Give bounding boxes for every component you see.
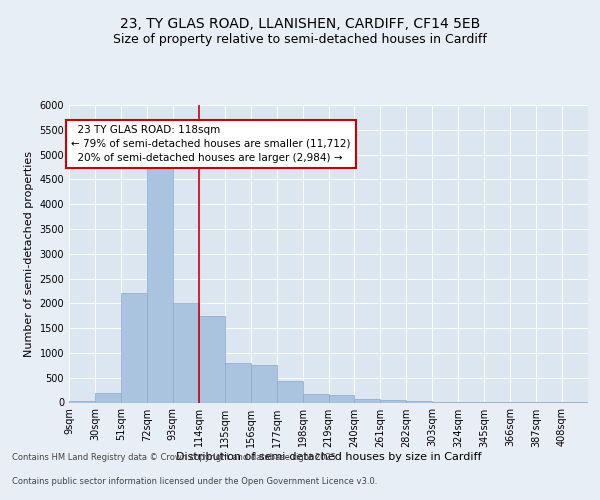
Text: Contains HM Land Registry data © Crown copyright and database right 2025.: Contains HM Land Registry data © Crown c… (12, 454, 338, 462)
Bar (69, 401, 95, 402)
Bar (329, 395, 355, 402)
Text: Contains public sector information licensed under the Open Government Licence v3: Contains public sector information licen… (12, 477, 377, 486)
Bar (251, 366, 277, 403)
Bar (199, 316, 224, 402)
Bar (173, 304, 199, 402)
Bar (147, 160, 173, 402)
Text: Size of property relative to semi-detached houses in Cardiff: Size of property relative to semi-detach… (113, 32, 487, 46)
Bar (355, 398, 380, 402)
Bar (277, 381, 302, 402)
Text: 23, TY GLAS ROAD, LLANISHEN, CARDIFF, CF14 5EB: 23, TY GLAS ROAD, LLANISHEN, CARDIFF, CF… (120, 18, 480, 32)
Y-axis label: Number of semi-detached properties: Number of semi-detached properties (24, 151, 34, 357)
Text: 23 TY GLAS ROAD: 118sqm
← 79% of semi-detached houses are smaller (11,712)
  20%: 23 TY GLAS ROAD: 118sqm ← 79% of semi-de… (71, 125, 351, 163)
X-axis label: Distribution of semi-detached houses by size in Cardiff: Distribution of semi-detached houses by … (176, 452, 481, 462)
Bar (302, 394, 329, 402)
Bar (406, 400, 432, 402)
Bar (225, 363, 251, 403)
Bar (95, 392, 121, 402)
Bar (380, 400, 406, 402)
Bar (121, 294, 147, 403)
